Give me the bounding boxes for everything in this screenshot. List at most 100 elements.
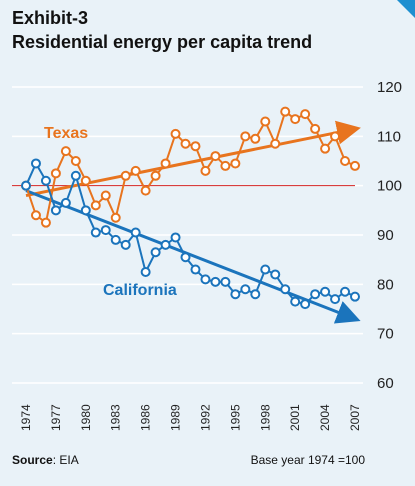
x-tick-label: 2007	[348, 404, 362, 431]
trend-arrow-texas	[25, 120, 361, 198]
data-point-california	[300, 299, 311, 310]
y-tick-label: 90	[377, 227, 394, 244]
data-point-texas	[110, 212, 121, 223]
series-line-california	[25, 161, 356, 306]
y-tick-label: 60	[377, 375, 394, 392]
data-point-california	[190, 264, 201, 275]
data-point-california	[160, 239, 171, 250]
series-label-texas: Texas	[44, 125, 88, 142]
data-point-california	[110, 234, 121, 245]
data-point-texas	[340, 156, 351, 166]
data-point-california	[250, 289, 261, 300]
data-point-california	[240, 284, 251, 295]
data-point-california	[200, 274, 211, 285]
data-point-texas	[90, 200, 101, 211]
data-point-texas	[270, 138, 281, 149]
data-point-california	[90, 227, 101, 238]
data-point-texas	[80, 175, 91, 186]
y-tick-label: 110	[377, 128, 401, 145]
base-year-note: Base year 1974 =100	[250, 453, 365, 467]
chart-heading: Exhibit-3 Residential energy per capita …	[12, 6, 312, 54]
data-point-texas	[120, 170, 131, 181]
data-point-california	[100, 225, 111, 236]
chart-title: Residential energy per capita trend	[12, 32, 313, 52]
data-point-texas	[350, 160, 360, 171]
data-point-texas	[30, 210, 41, 221]
x-tick-label: 1983	[109, 404, 123, 431]
data-point-california	[50, 205, 61, 216]
data-point-texas	[50, 168, 61, 179]
data-point-texas	[260, 116, 271, 127]
data-point-california	[40, 175, 51, 186]
data-point-california	[80, 205, 91, 216]
data-point-texas	[130, 165, 141, 176]
data-point-california	[310, 289, 321, 300]
x-tick-label: 1986	[139, 404, 153, 431]
x-tick-label: 1989	[169, 404, 183, 431]
data-point-california	[150, 247, 161, 258]
series-line-texas	[25, 110, 356, 225]
data-point-texas	[290, 114, 301, 125]
y-tick-label: 70	[377, 326, 394, 343]
data-point-texas	[320, 143, 331, 154]
x-tick-label: 1974	[19, 404, 33, 431]
data-point-texas	[140, 185, 151, 196]
data-point-california	[340, 286, 351, 297]
data-series	[21, 106, 360, 310]
data-point-texas	[170, 128, 181, 139]
data-point-california	[330, 294, 341, 305]
data-point-texas	[70, 156, 81, 166]
data-point-california	[170, 232, 181, 243]
data-point-texas	[60, 146, 71, 157]
data-point-texas	[300, 109, 311, 120]
y-tick-label: 100	[377, 178, 402, 195]
corner-accent	[397, 0, 415, 18]
x-tick-label: 1980	[79, 404, 93, 431]
x-tick-label: 2004	[318, 404, 332, 431]
data-point-california	[130, 227, 141, 238]
data-point-texas	[150, 170, 161, 181]
data-point-california	[120, 239, 131, 250]
data-point-california	[70, 170, 81, 181]
data-point-texas	[330, 131, 341, 142]
series-labels: Texas California	[44, 125, 177, 299]
y-tick-label: 120	[377, 79, 402, 96]
data-point-texas	[180, 138, 191, 149]
series-label-california: California	[103, 282, 177, 299]
data-point-california	[230, 289, 241, 300]
data-point-california	[320, 286, 331, 297]
data-point-texas	[160, 158, 171, 169]
data-point-california	[260, 264, 271, 275]
y-tick-label: 80	[377, 276, 394, 293]
data-point-texas	[190, 141, 201, 152]
x-tick-label: 1995	[228, 404, 242, 431]
data-point-california	[210, 276, 221, 287]
source-label: Source	[12, 453, 53, 467]
data-point-california	[270, 269, 281, 280]
data-point-texas	[280, 106, 291, 117]
data-point-texas	[200, 165, 211, 176]
data-point-texas	[230, 158, 241, 169]
data-point-california	[180, 252, 191, 263]
data-point-california	[21, 180, 31, 191]
data-point-california	[290, 296, 301, 307]
data-point-california	[350, 291, 360, 302]
data-point-texas	[40, 217, 51, 228]
trend-arrows	[25, 120, 361, 324]
x-tick-label: 2001	[288, 404, 302, 431]
source-note: Source: EIA	[12, 453, 79, 467]
data-point-texas	[210, 151, 221, 162]
data-point-texas	[220, 160, 231, 171]
data-point-texas	[250, 133, 261, 144]
data-point-texas	[240, 131, 251, 142]
data-point-california	[60, 197, 71, 208]
x-tick-label: 1998	[258, 404, 272, 431]
x-tick-label: 1977	[49, 404, 63, 431]
data-point-california	[140, 267, 151, 277]
source-value: : EIA	[52, 453, 79, 467]
trend-arrow-california	[25, 189, 361, 324]
x-tick-label: 1992	[198, 404, 212, 431]
x-axis-tick-labels: 1974 1977 1980 1983 1986 1989 1992 1995 1998 2001…	[19, 404, 362, 431]
